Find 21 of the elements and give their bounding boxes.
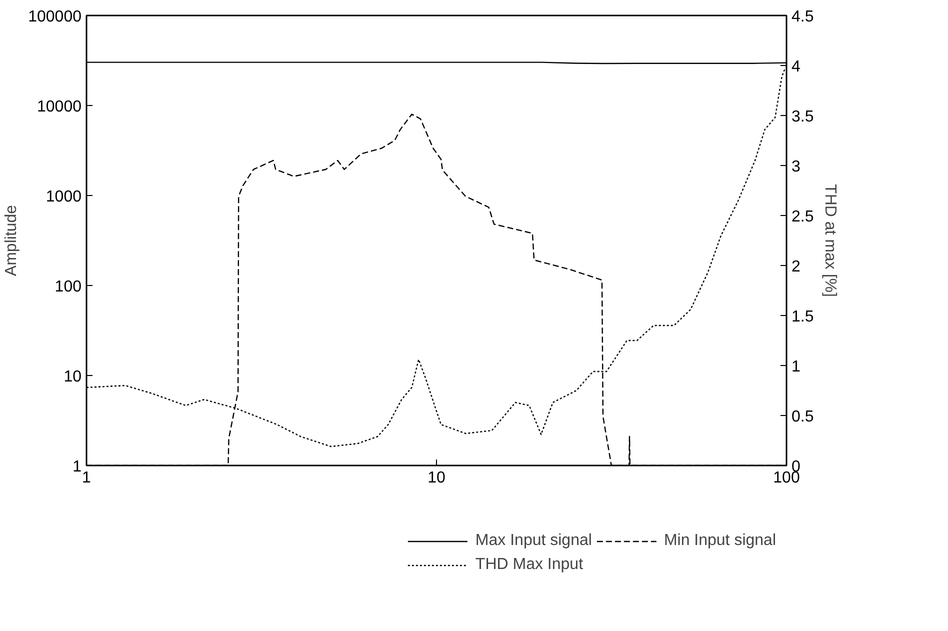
y2-tick-label: 1 — [792, 358, 800, 376]
y-tick-label: 10 — [64, 368, 82, 386]
y-axis-title: Amplitude — [3, 204, 20, 276]
y2-tick-label: 4.5 — [792, 8, 814, 26]
y-tick-label: 1 — [72, 458, 82, 476]
legend-label: THD Max Input — [475, 556, 584, 574]
y2-tick-label: 1.5 — [792, 308, 814, 326]
legend-label: Min Input signal — [664, 532, 776, 550]
x-tick-label: 10 — [428, 470, 446, 486]
y2-tick-label: 0.5 — [792, 408, 814, 426]
legend-label: Max Input signal — [475, 532, 592, 550]
y2-tick-label: 3.5 — [792, 108, 814, 126]
y-tick-label: 100 — [54, 278, 82, 296]
y2-axis-title: THD at max [%] — [822, 184, 839, 297]
y2-tick-label: 2.5 — [792, 208, 814, 226]
y2-tick-label: 3 — [792, 158, 800, 176]
y-tick-label: 100000 — [28, 8, 82, 26]
y-tick-label: 10000 — [37, 98, 82, 116]
y2-tick-label: 2 — [792, 258, 800, 276]
y2-tick-label: 4 — [792, 58, 800, 76]
y-tick-label: 1000 — [46, 188, 82, 206]
